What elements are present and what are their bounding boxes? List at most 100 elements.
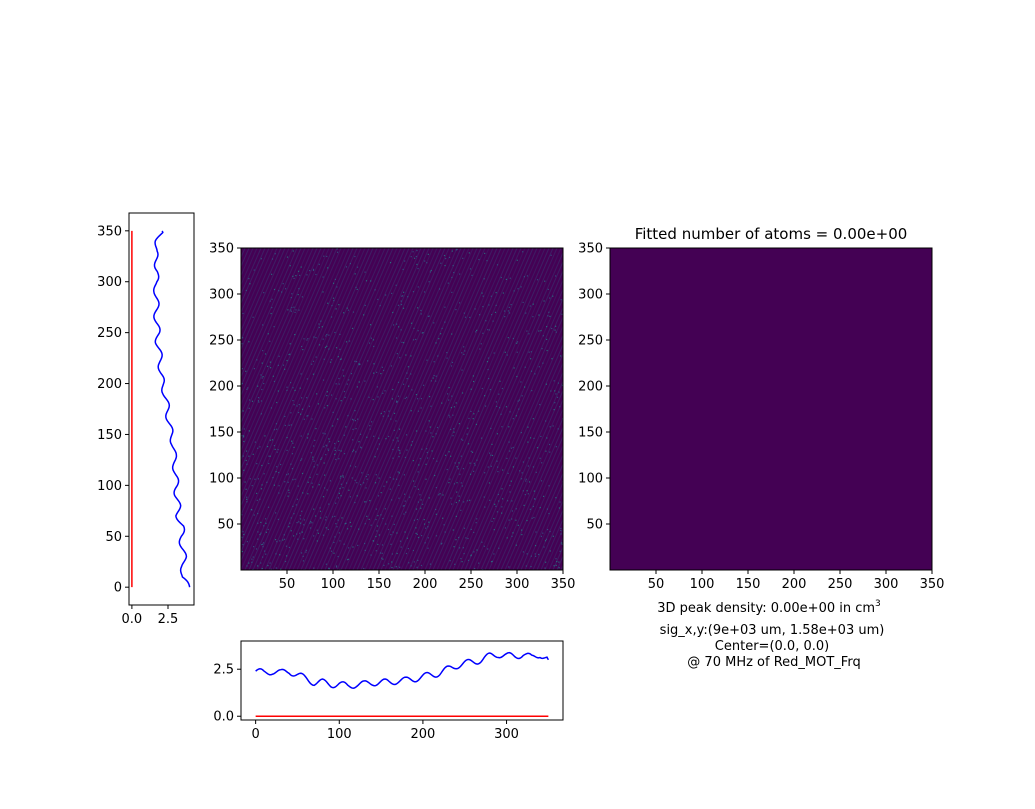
noise-pixel xyxy=(469,268,472,270)
noise-pixel xyxy=(288,546,291,549)
noise-pixel xyxy=(425,463,427,465)
noise-pixel xyxy=(360,447,362,449)
noise-pixel xyxy=(325,563,327,565)
noise-pixel xyxy=(490,454,492,456)
noise-pixel xyxy=(483,278,485,280)
noise-pixel xyxy=(508,306,510,309)
noise-pixel xyxy=(400,329,402,331)
noise-pixel xyxy=(422,384,425,386)
noise-pixel xyxy=(262,376,264,378)
noise-pixel xyxy=(511,518,513,520)
noise-pixel xyxy=(301,408,304,410)
noise-pixel xyxy=(313,466,315,468)
noise-pixel xyxy=(487,368,489,371)
noise-pixel xyxy=(249,478,251,480)
noise-pixel xyxy=(311,482,313,484)
noise-pixel xyxy=(348,547,350,549)
noise-pixel xyxy=(435,375,437,377)
noise-pixel xyxy=(402,383,405,385)
noise-pixel xyxy=(261,362,263,364)
noise-pixel xyxy=(377,543,379,546)
noise-pixel xyxy=(436,460,438,462)
noise-pixel xyxy=(525,312,527,314)
noise-pixel xyxy=(278,485,280,487)
noise-pixel xyxy=(257,385,259,387)
noise-pixel xyxy=(554,390,556,392)
noise-pixel xyxy=(318,323,320,325)
noise-pixel xyxy=(246,565,248,567)
noise-pixel xyxy=(242,455,244,457)
noise-pixel xyxy=(497,466,499,468)
noise-pixel xyxy=(451,395,453,397)
noise-pixel xyxy=(554,329,556,331)
noise-pixel xyxy=(328,503,330,505)
noise-pixel xyxy=(467,559,470,561)
noise-pixel xyxy=(415,255,417,258)
noise-pixel xyxy=(478,562,480,564)
noise-pixel xyxy=(311,363,313,365)
noise-pixel xyxy=(375,474,377,476)
noise-pixel xyxy=(548,512,550,515)
noise-pixel xyxy=(284,415,286,418)
noise-pixel xyxy=(416,533,418,535)
noise-pixel xyxy=(500,276,502,279)
fringe-line xyxy=(500,426,563,570)
noise-pixel xyxy=(481,541,483,543)
noise-pixel xyxy=(510,303,512,306)
noise-pixel xyxy=(277,390,279,392)
noise-pixel xyxy=(343,390,346,393)
noise-pixel xyxy=(557,382,560,384)
noise-pixel xyxy=(266,445,269,448)
noise-pixel xyxy=(248,407,250,409)
noise-pixel xyxy=(313,535,315,537)
noise-pixel xyxy=(247,387,249,389)
noise-pixel xyxy=(273,484,276,486)
noise-pixel xyxy=(419,494,421,496)
noise-pixel xyxy=(357,544,359,547)
y-tick-label: 250 xyxy=(578,334,603,349)
noise-pixel xyxy=(261,484,263,486)
noise-pixel xyxy=(359,484,362,486)
noise-pixel xyxy=(495,401,497,403)
fringe-line xyxy=(524,481,563,570)
noise-pixel xyxy=(496,405,498,407)
noise-pixel xyxy=(527,426,529,428)
density-annotation: 3D peak density: 0.00e+00 in cm3 xyxy=(657,599,881,616)
noise-pixel xyxy=(425,527,427,529)
axes-frame xyxy=(609,247,933,571)
noise-pixel xyxy=(417,501,420,503)
noise-pixel xyxy=(458,495,460,497)
noise-pixel xyxy=(392,457,394,459)
noise-pixel xyxy=(403,505,405,507)
fringe-line xyxy=(241,248,346,489)
noise-pixel xyxy=(296,405,298,407)
noise-pixel xyxy=(552,425,554,427)
noise-pixel xyxy=(542,362,544,364)
noise-pixel xyxy=(373,345,375,348)
noise-pixel xyxy=(541,462,543,464)
fringe-line xyxy=(336,248,478,570)
noise-pixel xyxy=(277,364,279,366)
noise-pixel xyxy=(296,533,298,535)
noise-pixel xyxy=(542,335,544,337)
noise-pixel xyxy=(246,541,248,543)
noise-pixel xyxy=(370,280,372,282)
noise-pixel xyxy=(291,307,293,309)
noise-pixel xyxy=(407,366,410,368)
noise-pixel xyxy=(260,413,263,415)
noise-pixel xyxy=(241,514,243,516)
noise-pixel xyxy=(427,253,429,255)
noise-pixel xyxy=(253,514,255,516)
noise-pixel xyxy=(392,448,394,451)
noise-pixel xyxy=(264,435,266,437)
y-tick-label: 0 xyxy=(114,581,122,596)
noise-pixel xyxy=(417,307,419,309)
noise-pixel xyxy=(292,275,294,277)
fringe-line xyxy=(456,324,563,570)
noise-pixel xyxy=(355,286,357,288)
noise-pixel xyxy=(262,543,264,545)
noise-pixel xyxy=(345,266,348,268)
noise-pixel xyxy=(322,496,325,498)
noise-pixel xyxy=(399,357,401,359)
fringe-line xyxy=(384,248,526,570)
